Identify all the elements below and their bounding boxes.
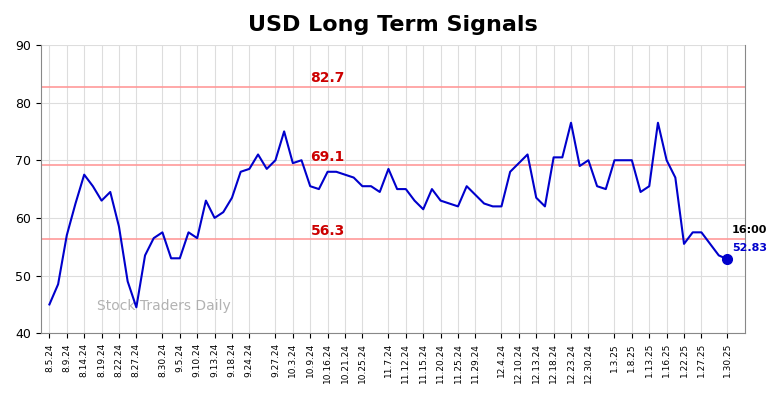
Text: 52.83: 52.83 xyxy=(731,243,767,253)
Title: USD Long Term Signals: USD Long Term Signals xyxy=(248,15,538,35)
Text: 82.7: 82.7 xyxy=(310,71,345,86)
Text: Stock Traders Daily: Stock Traders Daily xyxy=(97,299,230,313)
Text: 56.3: 56.3 xyxy=(310,224,345,238)
Text: 16:00: 16:00 xyxy=(731,225,768,235)
Text: 69.1: 69.1 xyxy=(310,150,345,164)
